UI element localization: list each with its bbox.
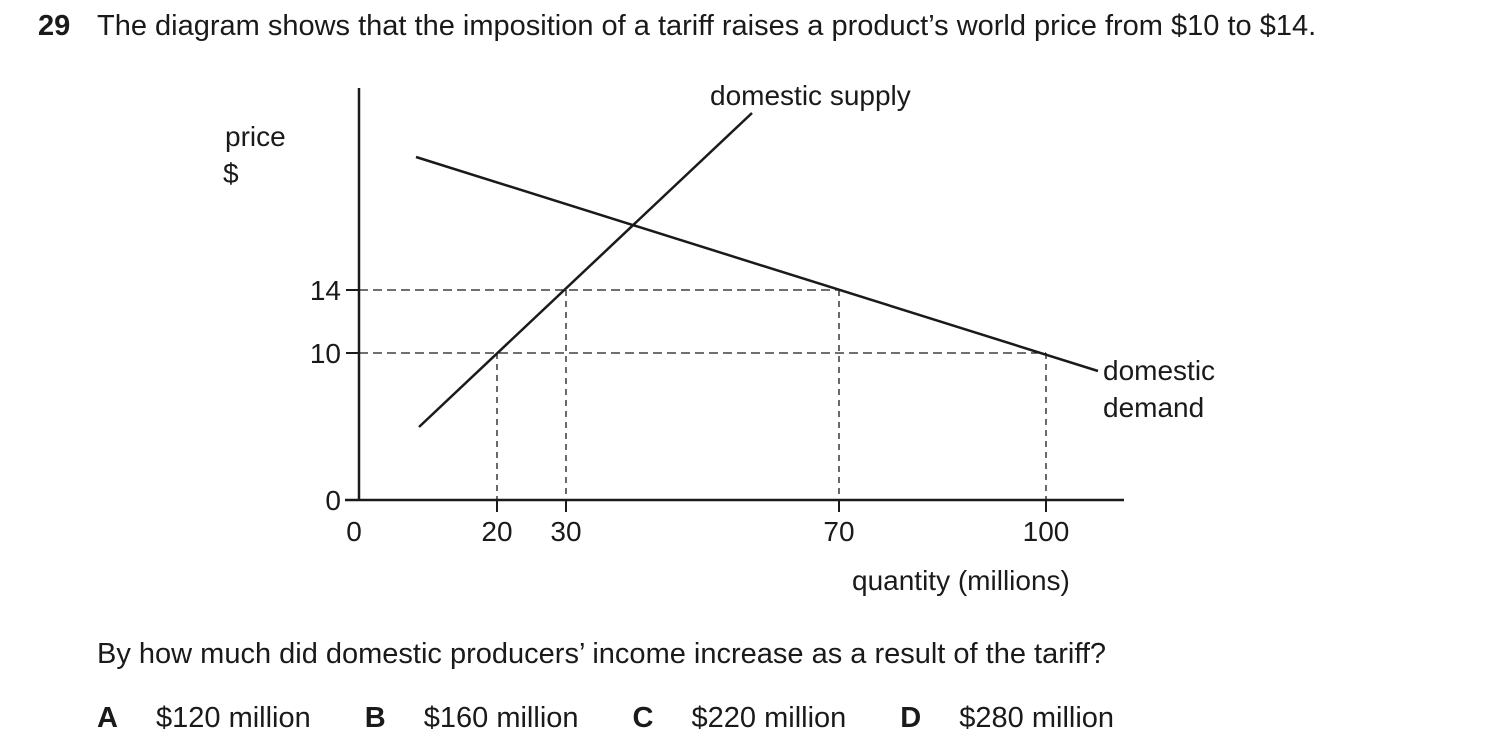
y-tick-label-14: 14: [310, 275, 341, 306]
x-tick-label-100: 100: [1023, 516, 1070, 547]
option-c[interactable]: C $220 million: [633, 702, 847, 735]
option-a[interactable]: A $120 million: [97, 702, 311, 735]
y-axis-label-dollar: $: [223, 158, 239, 189]
option-a-text: $120 million: [156, 702, 311, 734]
supply-label: domestic supply: [710, 80, 911, 111]
domestic-supply-curve: [418, 112, 753, 428]
y-axis-label-price: price: [225, 121, 286, 152]
option-a-letter: A: [97, 702, 118, 734]
domestic-demand-curve: [415, 155, 1099, 373]
x-tick-label-20: 20: [481, 516, 512, 547]
option-d[interactable]: D $280 million: [900, 702, 1114, 735]
option-c-text: $220 million: [691, 702, 847, 734]
question-number: 29: [38, 10, 71, 42]
option-b[interactable]: B $160 million: [365, 702, 579, 735]
demand-label-line1: domestic: [1103, 355, 1215, 386]
x-tick-label-70: 70: [823, 516, 854, 547]
option-b-text: $160 million: [423, 702, 579, 734]
x-tick-label-30: 30: [550, 516, 581, 547]
y-tick-label-0: 0: [325, 485, 341, 516]
option-b-letter: B: [364, 702, 386, 734]
option-c-letter: C: [632, 702, 654, 734]
option-d-text: $280 million: [959, 702, 1115, 734]
option-d-letter: D: [900, 702, 922, 734]
question-prompt: By how much did domestic producers’ inco…: [97, 638, 1107, 670]
x-tick-label-0: 0: [346, 516, 362, 547]
question-stem: The diagram shows that the imposition of…: [97, 10, 1317, 42]
y-tick-label-10: 10: [310, 338, 341, 369]
answer-options: A $120 million B $160 million C $220 millio…: [97, 702, 1114, 735]
demand-label-line2: demand: [1103, 392, 1204, 423]
x-axis-label: quantity (millions): [852, 565, 1070, 596]
